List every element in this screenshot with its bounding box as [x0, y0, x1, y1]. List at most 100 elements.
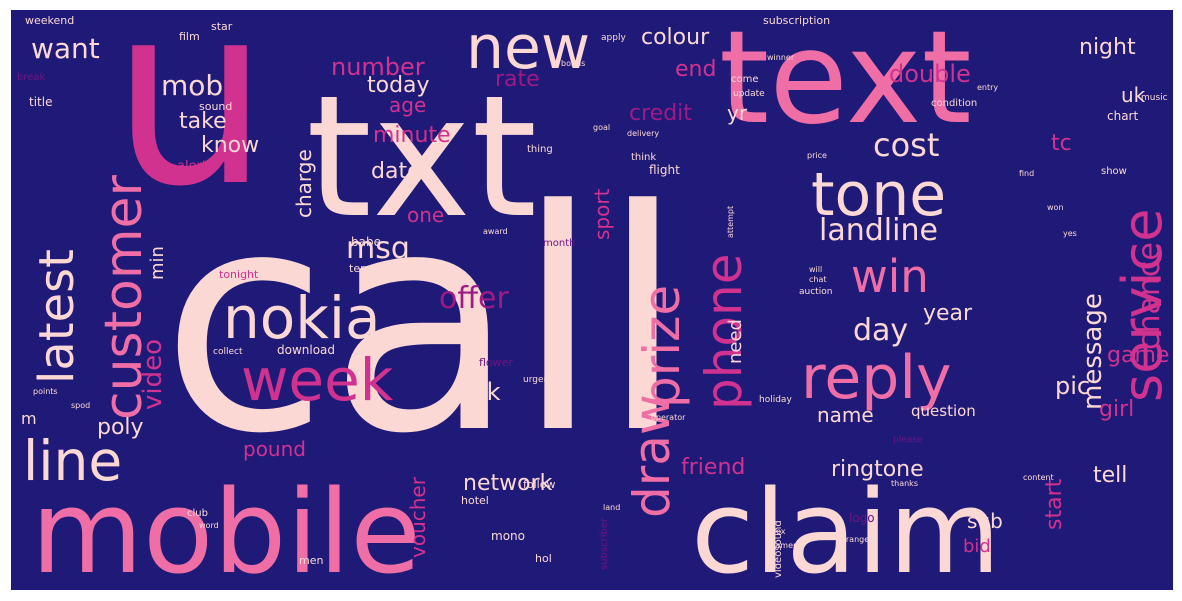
word-age: age [389, 93, 426, 117]
word-flower: flower [479, 356, 513, 369]
word-girl: girl [1099, 397, 1134, 422]
word-credit: credit [629, 101, 692, 126]
word-number: number [331, 53, 425, 81]
word-subscriber: subscriber [599, 517, 610, 570]
word-msg: msg [346, 231, 410, 266]
word-tc: tc [1051, 131, 1072, 156]
word-points: points [33, 387, 58, 396]
word-wk: wk [467, 378, 501, 406]
word-min: min [147, 246, 168, 280]
word-hol: hol [535, 552, 552, 565]
word-name: name [817, 403, 874, 427]
word-week: week [241, 346, 394, 414]
word-chance: chance [1132, 242, 1167, 350]
word-follow: follow [523, 478, 555, 491]
word-phone: phone [695, 254, 753, 410]
word-mono: mono [491, 529, 525, 543]
word-price: price [807, 151, 827, 160]
word-reply: reply [801, 343, 952, 413]
word-weekend: weekend [25, 14, 74, 27]
word-orange: orange [841, 535, 869, 544]
word-question: question [911, 402, 976, 420]
word-hotel: hotel [461, 494, 489, 507]
word-star: star [211, 20, 233, 33]
word-apply: apply [601, 33, 626, 43]
word-download: download [277, 343, 335, 357]
word-game: game [1107, 343, 1169, 368]
word-colour: colour [641, 25, 710, 50]
word-term: term [349, 262, 375, 275]
word-thanks: thanks [891, 479, 918, 488]
word-draw: draw [623, 394, 681, 518]
word-logo: logo [849, 511, 875, 525]
word-condition: condition [931, 98, 977, 109]
word-friend: friend [681, 455, 745, 480]
word-please: please [893, 435, 923, 445]
word-pic: pic [1055, 372, 1090, 400]
word-chat: chat [809, 275, 827, 284]
word-update: update [733, 89, 765, 99]
word-call: call [161, 145, 685, 500]
word-year: year [923, 301, 973, 326]
word-box: box [771, 527, 786, 536]
word-end: end [675, 57, 716, 82]
word-m: m [21, 409, 37, 428]
word-service: service [1111, 209, 1173, 402]
word-winner: winner [767, 53, 795, 62]
word-need: need [725, 319, 746, 364]
word-babe: babe [351, 235, 381, 249]
word-goal: goal [593, 123, 610, 132]
word-holiday: holiday [759, 395, 792, 405]
word-sport: sport [590, 188, 614, 240]
word-chart: chart [1107, 109, 1138, 123]
word-network: network [463, 471, 553, 496]
word-offer: offer [439, 281, 509, 316]
word-show: show [1101, 166, 1127, 177]
word-landline: landline [819, 213, 938, 248]
word-think: think [631, 152, 656, 163]
word-txt: txt [306, 59, 537, 255]
word-text: text [719, 10, 972, 153]
word-alert: alert [177, 159, 207, 174]
word-mob: mob [161, 69, 223, 102]
word-know: know [201, 133, 259, 158]
word-customer: customer [94, 175, 154, 420]
word-music: music [1141, 93, 1168, 103]
word-date: date [371, 159, 421, 184]
word-won: won [1047, 203, 1064, 212]
word-delivery: delivery [627, 129, 659, 138]
word-today: today [367, 73, 430, 98]
word-uk: uk [1121, 83, 1146, 107]
word-men: men [299, 554, 323, 567]
word-u: u [111, 10, 269, 241]
word-minute: minute [373, 123, 451, 148]
word-yr: yr [727, 101, 748, 125]
word-spod: spod [71, 401, 90, 410]
word-urgent: urgent [523, 375, 553, 385]
word-latest: latest [29, 249, 85, 384]
word-will: will [809, 265, 822, 274]
word-film: film [179, 30, 200, 43]
word-word: word [199, 521, 219, 530]
word-prize: prize [633, 285, 691, 408]
word-new: new [466, 13, 590, 83]
word-win: win [851, 250, 929, 303]
word-collect: collect [213, 347, 243, 357]
word-bonus: bonus [561, 59, 585, 68]
word-flight: flight [649, 163, 680, 177]
word-tone: tone [811, 160, 946, 230]
word-poly: poly [97, 415, 144, 440]
word-find: find [1019, 169, 1034, 178]
word-voucher: voucher [406, 476, 430, 558]
word-claim: claim [691, 466, 1001, 590]
word-pound: pound [243, 437, 306, 461]
word-camera: camera [771, 541, 801, 550]
word-nokia: nokia [223, 284, 381, 352]
word-want: want [31, 32, 100, 65]
word-thing: thing [527, 144, 553, 155]
word-ringtone: ringtone [831, 457, 924, 482]
word-land: land [603, 503, 620, 512]
word-title: title [29, 95, 52, 109]
word-bid: bid [963, 536, 991, 557]
